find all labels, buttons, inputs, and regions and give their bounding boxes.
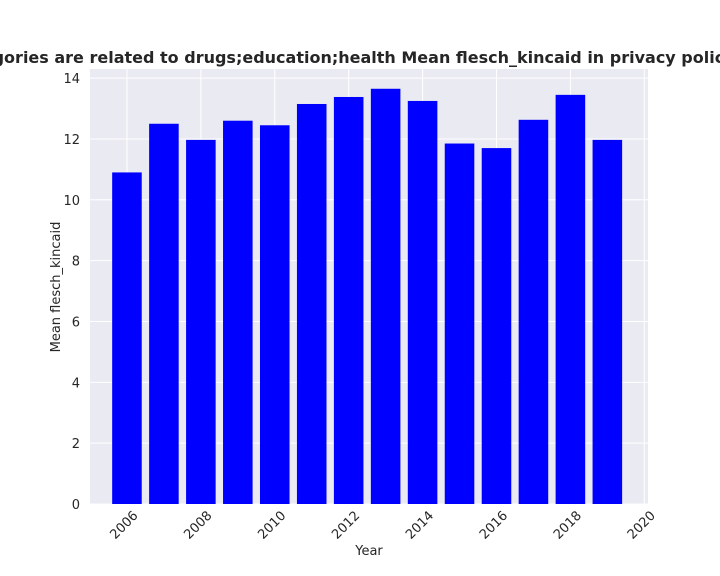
bar	[444, 143, 475, 505]
y-tick-label: 0	[72, 498, 80, 513]
x-axis-ticks: 2006 2008 2010 2012 2014 2016 2018 2020	[107, 509, 658, 543]
chart-title: When categories are related to drugs;edu…	[0, 48, 720, 67]
bar	[370, 88, 401, 504]
x-tick-label: 2008	[181, 509, 215, 543]
x-tick-label: 2012	[329, 509, 363, 543]
y-tick-label: 6	[72, 315, 80, 330]
x-tick-label: 2020	[625, 509, 659, 543]
y-tick-label: 8	[72, 255, 80, 270]
x-axis-label: Year	[354, 544, 383, 559]
x-tick-label: 2014	[403, 509, 437, 543]
bar	[481, 148, 512, 504]
y-tick-label: 14	[63, 72, 80, 87]
bar	[223, 120, 253, 504]
x-tick-label: 2016	[477, 509, 511, 543]
bar	[112, 172, 142, 504]
y-axis-label: Mean flesch_kincaid	[49, 222, 64, 353]
bar	[259, 125, 290, 505]
x-tick-label: 2010	[255, 509, 289, 543]
y-tick-label: 10	[63, 194, 80, 209]
x-tick-label: 2018	[551, 509, 585, 543]
bar	[555, 94, 586, 505]
bar	[333, 96, 364, 504]
plot-area	[90, 69, 648, 504]
y-tick-label: 4	[72, 376, 80, 391]
bar	[407, 100, 438, 505]
y-tick-label: 12	[63, 133, 80, 148]
bar	[518, 119, 549, 505]
x-tick-label: 2006	[107, 509, 141, 543]
bar	[592, 139, 623, 504]
bar	[186, 139, 216, 504]
y-tick-label: 2	[72, 437, 80, 452]
y-axis-ticks: 0 2 4 6 8 10 12 14	[63, 72, 80, 513]
bar	[149, 123, 179, 504]
bars	[112, 88, 623, 505]
bar	[296, 103, 327, 505]
